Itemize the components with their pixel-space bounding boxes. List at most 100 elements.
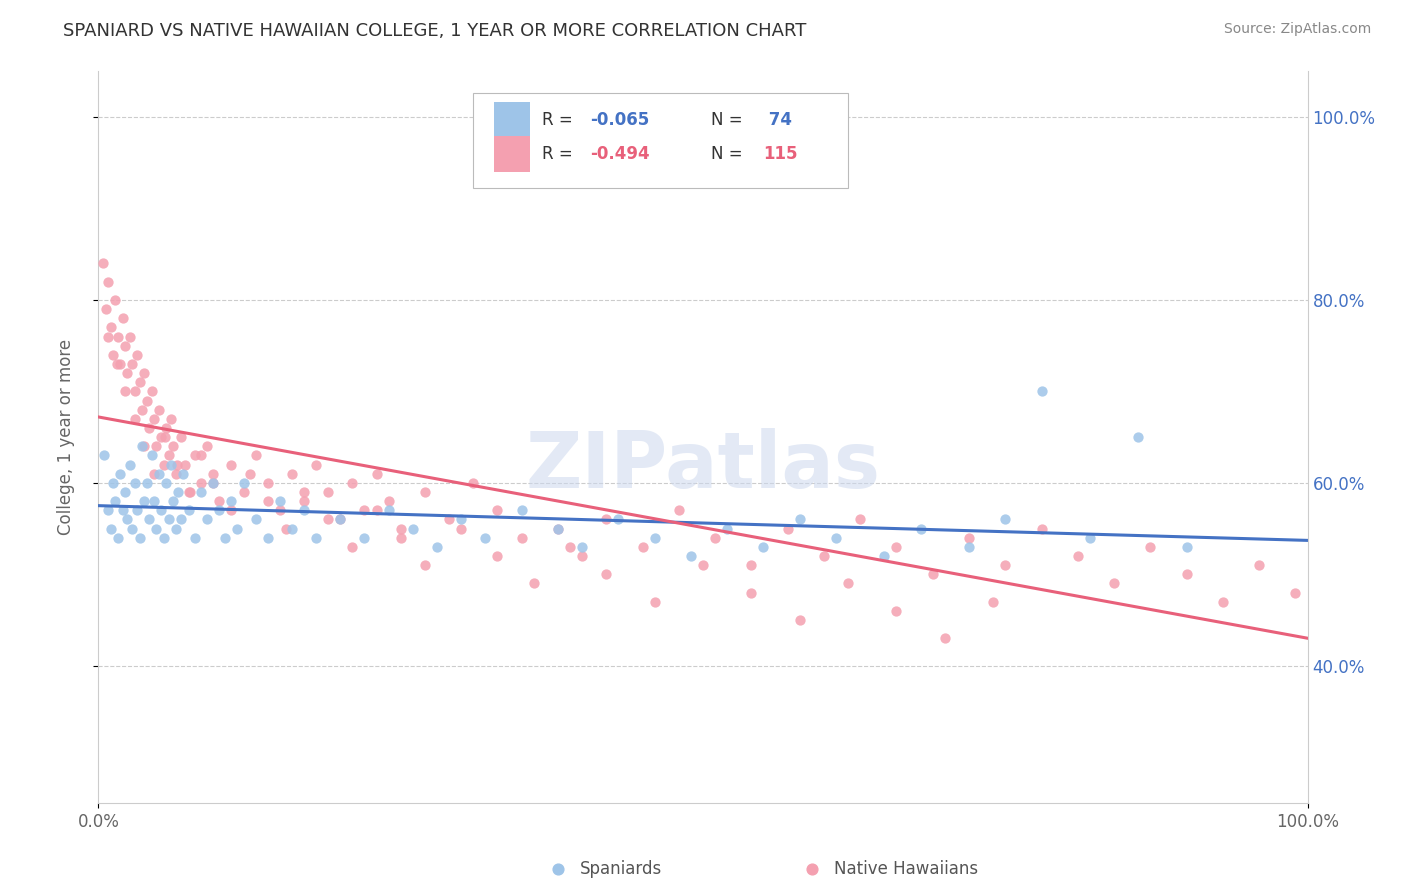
Point xyxy=(118,329,141,343)
Point xyxy=(1078,531,1101,545)
Point xyxy=(389,531,412,545)
Point xyxy=(114,384,136,399)
Point xyxy=(150,430,173,444)
Point xyxy=(174,458,197,472)
Point xyxy=(190,485,212,500)
Point xyxy=(571,540,593,554)
Point xyxy=(162,439,184,453)
Point xyxy=(450,512,472,526)
Point xyxy=(105,357,128,371)
Point xyxy=(994,558,1017,573)
Point xyxy=(704,531,727,545)
Point xyxy=(138,512,160,526)
Text: Native Hawaiians: Native Hawaiians xyxy=(834,860,977,878)
Point xyxy=(413,485,436,500)
Point xyxy=(281,521,304,535)
Point xyxy=(184,531,207,545)
Point xyxy=(510,531,533,545)
Point xyxy=(141,384,163,399)
Point xyxy=(107,531,129,545)
Text: N =: N = xyxy=(711,111,748,128)
Point xyxy=(644,595,666,609)
Point xyxy=(644,531,666,545)
Point xyxy=(631,540,654,554)
Point xyxy=(165,467,187,481)
Point xyxy=(226,521,249,535)
Point xyxy=(118,458,141,472)
Point xyxy=(104,293,127,307)
Point xyxy=(155,475,177,490)
Point xyxy=(740,558,762,573)
Point xyxy=(437,512,460,526)
Point xyxy=(413,558,436,573)
Point xyxy=(342,475,364,490)
Point xyxy=(1102,576,1125,591)
Point xyxy=(143,494,166,508)
Point xyxy=(292,494,315,508)
Point xyxy=(127,348,149,362)
Point xyxy=(547,521,569,535)
Point xyxy=(389,521,412,535)
Point xyxy=(1128,430,1150,444)
Point xyxy=(214,531,236,545)
Point xyxy=(342,540,364,554)
Point xyxy=(353,503,375,517)
Point xyxy=(148,402,170,417)
Point xyxy=(571,549,593,563)
Text: N =: N = xyxy=(711,145,748,163)
Point xyxy=(157,512,180,526)
Point xyxy=(155,421,177,435)
Point xyxy=(145,439,167,453)
Point xyxy=(450,521,472,535)
Text: Spaniards: Spaniards xyxy=(579,860,662,878)
FancyBboxPatch shape xyxy=(474,94,848,188)
Point xyxy=(740,585,762,599)
Text: -0.065: -0.065 xyxy=(591,111,650,128)
Point xyxy=(239,467,262,481)
Point xyxy=(124,411,146,425)
Point xyxy=(208,503,231,517)
Point xyxy=(148,467,170,481)
Y-axis label: College, 1 year or more: College, 1 year or more xyxy=(56,339,75,535)
Point xyxy=(138,421,160,435)
Point xyxy=(162,494,184,508)
Point xyxy=(108,357,131,371)
Point xyxy=(179,485,201,500)
Point xyxy=(166,458,188,472)
Point xyxy=(886,604,908,618)
Point xyxy=(131,439,153,453)
Point xyxy=(134,439,156,453)
Point xyxy=(1067,549,1090,563)
Point xyxy=(135,475,157,490)
Point xyxy=(114,485,136,500)
Point xyxy=(668,503,690,517)
Point xyxy=(131,402,153,417)
Point xyxy=(486,549,509,563)
Point xyxy=(169,430,191,444)
Point xyxy=(100,320,122,334)
Point xyxy=(679,549,702,563)
Point xyxy=(329,512,352,526)
Point xyxy=(221,494,243,508)
Point xyxy=(886,540,908,554)
Point xyxy=(316,512,339,526)
Text: 115: 115 xyxy=(763,145,799,163)
Point xyxy=(143,467,166,481)
Point xyxy=(184,449,207,463)
Point xyxy=(1031,521,1053,535)
Point xyxy=(190,475,212,490)
Point xyxy=(160,411,183,425)
Point xyxy=(789,512,811,526)
Point xyxy=(152,531,174,545)
Point xyxy=(547,521,569,535)
Text: 74: 74 xyxy=(763,111,793,128)
Point xyxy=(121,521,143,535)
Point xyxy=(305,531,328,545)
Point xyxy=(934,632,956,646)
Point xyxy=(910,521,932,535)
Point xyxy=(107,329,129,343)
Point xyxy=(124,475,146,490)
Point xyxy=(873,549,896,563)
Point xyxy=(1175,540,1198,554)
Point xyxy=(813,549,835,563)
